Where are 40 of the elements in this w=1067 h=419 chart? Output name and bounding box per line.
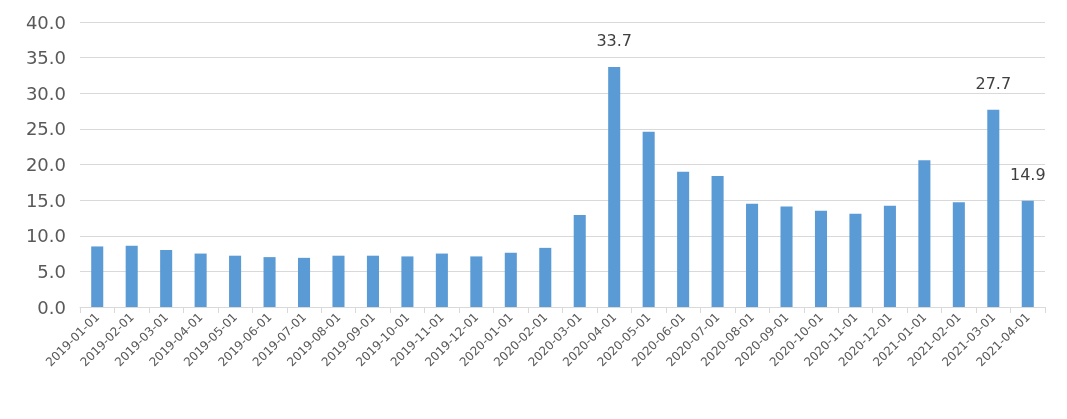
bar xyxy=(711,175,724,307)
bar xyxy=(229,255,242,307)
bar xyxy=(1021,200,1034,307)
data-label: 14.9 xyxy=(1009,165,1046,185)
y-tick-label: 25.0 xyxy=(25,118,66,140)
data-label: 33.7 xyxy=(596,31,633,51)
y-tick-label: 5.0 xyxy=(37,260,66,282)
bar xyxy=(780,206,793,307)
bar xyxy=(504,252,517,307)
bar xyxy=(366,255,379,307)
bar xyxy=(573,215,586,307)
y-tick-label: 30.0 xyxy=(25,82,66,104)
bar xyxy=(814,210,828,307)
y-tick-label: 35.0 xyxy=(25,47,66,69)
bar xyxy=(608,66,621,307)
y-tick-label: 0.0 xyxy=(37,296,66,318)
data-label: 27.7 xyxy=(975,74,1012,94)
bar xyxy=(263,257,276,307)
y-tick-label: 10.0 xyxy=(25,225,66,247)
bar xyxy=(539,247,552,307)
bar xyxy=(470,256,483,307)
bar xyxy=(849,213,862,307)
bar xyxy=(952,202,965,307)
y-tick-label: 20.0 xyxy=(25,154,66,175)
bar xyxy=(918,160,931,307)
y-tick-label: 15.0 xyxy=(25,189,66,211)
bar xyxy=(746,203,759,307)
bar xyxy=(125,245,138,307)
bar xyxy=(160,250,173,307)
bar xyxy=(435,253,448,307)
bar xyxy=(194,253,207,307)
bar xyxy=(401,256,414,307)
bar xyxy=(883,205,896,307)
y-tick-label: 40.0 xyxy=(25,11,66,33)
bar xyxy=(987,109,1000,307)
bar xyxy=(642,131,655,307)
bar xyxy=(297,257,311,307)
bar xyxy=(91,246,104,307)
bar xyxy=(677,171,690,307)
bar xyxy=(332,255,345,307)
